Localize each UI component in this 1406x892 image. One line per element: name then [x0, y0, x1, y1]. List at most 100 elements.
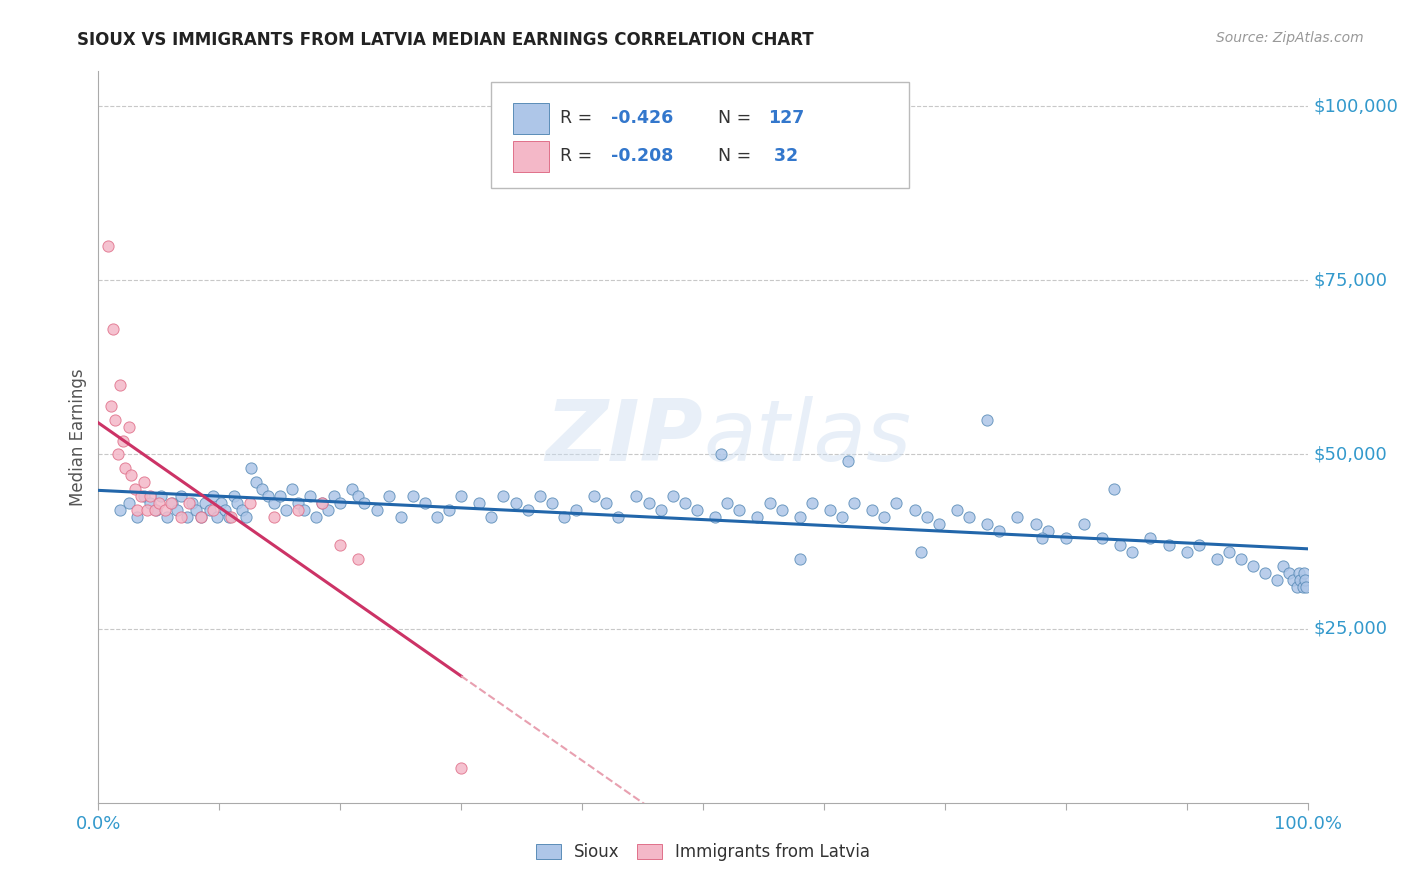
Point: [263, 510, 285, 524]
Point: [150, 489, 173, 503]
Point: [111, 434, 134, 448]
Point: [904, 503, 927, 517]
Point: [831, 510, 853, 524]
Point: [239, 496, 262, 510]
Point: [800, 496, 823, 510]
Point: [222, 489, 245, 503]
Point: [250, 483, 273, 497]
Point: [1289, 573, 1312, 587]
Point: [153, 503, 176, 517]
Point: [389, 510, 412, 524]
Point: [910, 545, 932, 559]
Point: [108, 503, 131, 517]
Point: [180, 496, 202, 510]
Point: [245, 475, 267, 490]
Point: [565, 503, 588, 517]
Point: [160, 496, 183, 510]
Point: [198, 503, 221, 517]
Point: [214, 503, 236, 517]
Point: [860, 503, 883, 517]
Point: [135, 503, 157, 517]
Point: [169, 489, 191, 503]
Point: [1295, 580, 1317, 594]
Point: [311, 496, 333, 510]
Point: [100, 399, 122, 413]
Point: [1102, 483, 1125, 497]
Point: [160, 496, 183, 510]
Point: [1292, 566, 1315, 580]
Point: [595, 496, 617, 510]
Point: [686, 503, 709, 517]
Point: [1278, 566, 1301, 580]
Point: [1007, 510, 1029, 524]
Point: [104, 412, 127, 426]
Point: [139, 496, 162, 510]
Point: [468, 496, 491, 510]
Point: [1254, 566, 1277, 580]
Point: [716, 496, 738, 510]
Point: [976, 517, 998, 532]
Point: [818, 503, 841, 517]
Text: N =: N =: [717, 147, 756, 165]
Point: [127, 503, 149, 517]
Text: -0.208: -0.208: [612, 147, 673, 165]
Point: [179, 496, 201, 510]
Point: [637, 496, 659, 510]
Text: $25,000: $25,000: [1313, 620, 1388, 638]
Point: [169, 510, 191, 524]
Point: [450, 761, 472, 775]
Point: [305, 510, 328, 524]
Point: [1288, 566, 1310, 580]
Point: [413, 496, 436, 510]
Point: [553, 510, 575, 524]
Point: [194, 496, 217, 510]
Point: [323, 489, 346, 503]
Point: [148, 496, 170, 510]
Point: [450, 489, 472, 503]
Point: [218, 510, 240, 524]
FancyBboxPatch shape: [492, 82, 908, 188]
Point: [1292, 580, 1315, 594]
Point: [789, 510, 811, 524]
Point: [108, 377, 131, 392]
Text: $100,000: $100,000: [1313, 97, 1399, 115]
Point: [1230, 552, 1253, 566]
Point: [770, 503, 793, 517]
Point: [1091, 531, 1114, 545]
Text: R =: R =: [561, 109, 598, 128]
Point: [263, 496, 285, 510]
Point: [402, 489, 425, 503]
Point: [134, 489, 156, 503]
Text: $75,000: $75,000: [1313, 271, 1388, 289]
Point: [347, 552, 370, 566]
Y-axis label: Median Earnings: Median Earnings: [69, 368, 87, 506]
Point: [107, 448, 129, 462]
Legend: Sioux, Immigrants from Latvia: Sioux, Immigrants from Latvia: [529, 837, 877, 868]
Point: [118, 496, 141, 510]
Text: 127: 127: [768, 109, 804, 128]
Point: [114, 461, 136, 475]
Point: [221, 510, 243, 524]
Text: SIOUX VS IMMIGRANTS FROM LATVIA MEDIAN EARNINGS CORRELATION CHART: SIOUX VS IMMIGRANTS FROM LATVIA MEDIAN E…: [77, 31, 814, 49]
Point: [1282, 573, 1305, 587]
Point: [437, 503, 460, 517]
Point: [329, 496, 352, 510]
Point: [1285, 580, 1308, 594]
Point: [607, 510, 630, 524]
Point: [1036, 524, 1059, 538]
Point: [704, 510, 727, 524]
Point: [492, 489, 515, 503]
Point: [1267, 573, 1289, 587]
Point: [481, 510, 503, 524]
Point: [209, 496, 232, 510]
Point: [1157, 538, 1180, 552]
Point: [139, 489, 162, 503]
Text: ZIP: ZIP: [546, 395, 703, 479]
Point: [377, 489, 399, 503]
FancyBboxPatch shape: [513, 141, 550, 171]
Point: [1024, 517, 1046, 532]
Point: [976, 412, 998, 426]
Point: [1109, 538, 1132, 552]
Point: [1139, 531, 1161, 545]
Point: [129, 489, 152, 503]
